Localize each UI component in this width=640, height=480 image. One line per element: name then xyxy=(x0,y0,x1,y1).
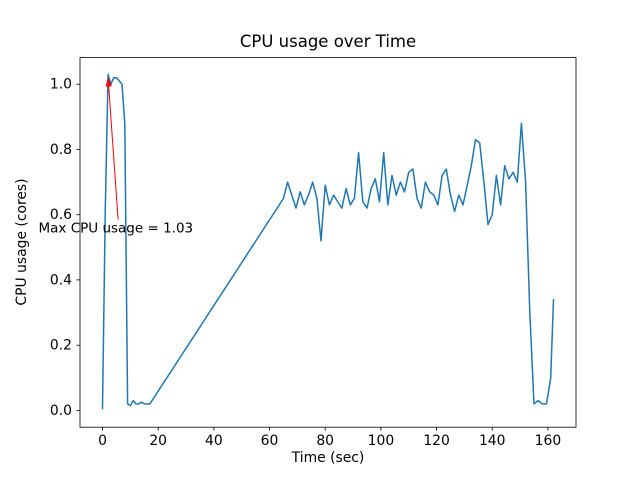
annotation-arrow xyxy=(105,77,119,220)
x-tick-label: 120 xyxy=(423,433,450,449)
x-axis-label: Time (sec) xyxy=(291,450,365,466)
y-tick-label: 0.4 xyxy=(50,272,72,288)
axis-ticks: 0 20 40 60 80 100 120 140 160 0.0 0.2 0.4 0.6 0.8 1.0 xyxy=(50,77,561,450)
cpu-usage-series-line xyxy=(101,73,555,410)
arrow-shaft xyxy=(108,86,119,220)
y-tick-label: 0.0 xyxy=(50,403,72,419)
x-tick-label: 60 xyxy=(261,433,279,449)
x-tick-label: 140 xyxy=(479,433,506,449)
chart-title: CPU usage over Time xyxy=(240,32,416,51)
plot-area-border xyxy=(79,57,577,428)
x-tick-label: 40 xyxy=(205,433,223,449)
x-tick-label: 160 xyxy=(535,433,562,449)
y-tick-label: 0.8 xyxy=(50,142,72,158)
y-tick-label: 0.2 xyxy=(50,338,72,354)
x-tick-label: 80 xyxy=(316,433,334,449)
y-axis-label: CPU usage (cores) xyxy=(14,178,30,305)
y-tick-label: 1.0 xyxy=(50,77,72,93)
x-tick-label: 20 xyxy=(149,433,167,449)
arrow-head xyxy=(105,77,112,87)
x-tick-label: 0 xyxy=(98,433,107,449)
annotation-text: Max CPU usage = 1.03 xyxy=(39,221,194,237)
data-line xyxy=(101,73,555,410)
x-tick-label: 100 xyxy=(368,433,395,449)
y-tick-label: 0.6 xyxy=(50,207,72,223)
